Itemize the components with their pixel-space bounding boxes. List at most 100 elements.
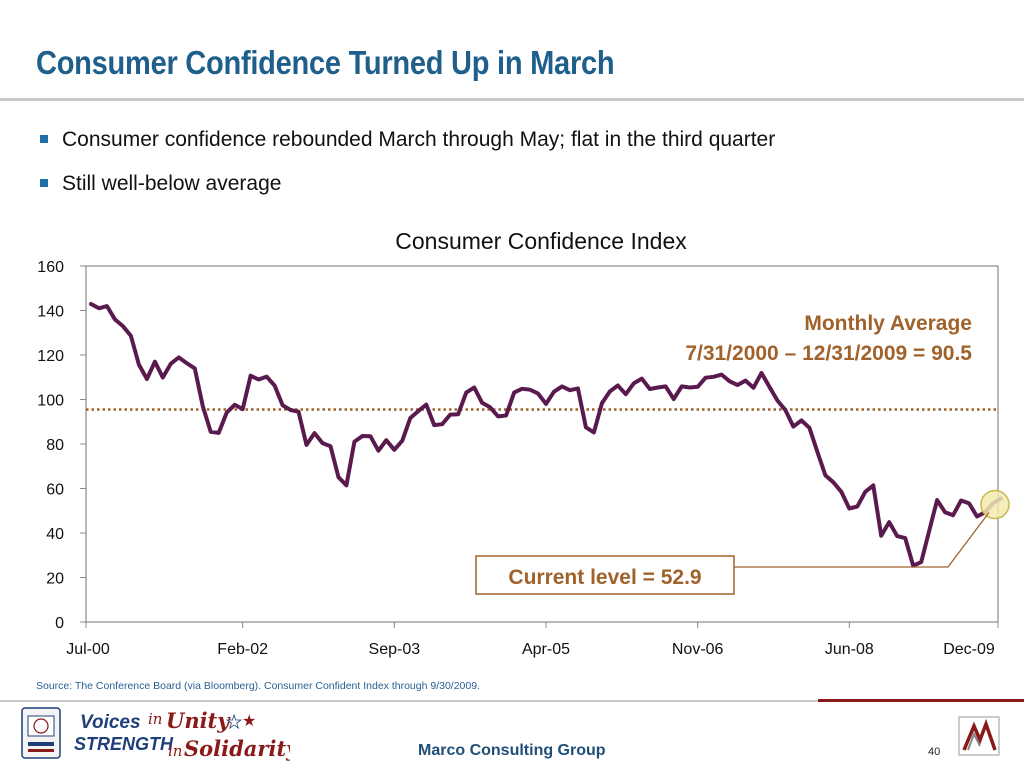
x-tick-label: Nov-06	[672, 641, 724, 658]
data-point	[520, 387, 524, 391]
data-point	[241, 407, 245, 411]
data-point	[768, 385, 771, 389]
data-point	[217, 431, 221, 435]
data-point	[337, 475, 340, 479]
data-point	[784, 408, 787, 412]
data-point	[951, 513, 955, 517]
data-point	[967, 501, 971, 505]
data-point	[752, 386, 755, 390]
series-points	[89, 302, 1003, 568]
data-point	[799, 418, 803, 422]
y-tick-label: 160	[37, 259, 64, 276]
data-point	[488, 405, 492, 409]
data-point	[153, 360, 157, 364]
data-point	[209, 430, 213, 434]
data-point	[648, 387, 652, 391]
data-point	[129, 334, 133, 338]
bullet-square-icon	[40, 179, 48, 187]
data-point	[504, 414, 508, 417]
data-point	[496, 414, 500, 418]
data-point	[440, 422, 444, 426]
y-tick-label: 40	[46, 526, 64, 543]
data-point	[329, 444, 332, 448]
x-tick-label: Jul-00	[66, 641, 110, 658]
data-point	[225, 411, 229, 415]
data-point	[89, 302, 93, 306]
bullet-square-icon	[40, 135, 48, 143]
data-point	[193, 366, 197, 370]
data-point	[712, 375, 716, 379]
current-level-callout-box	[475, 555, 735, 595]
footer-divider	[0, 700, 818, 702]
consumer-confidence-chart: Consumer Confidence Index 0 20 40 60 80 100 12…	[37, 228, 1010, 658]
data-point	[568, 388, 572, 392]
current-level-callout-text: Current level = 52.9	[508, 566, 701, 589]
data-point	[512, 391, 516, 395]
data-point	[137, 363, 141, 367]
data-point	[815, 450, 819, 454]
data-point	[201, 404, 205, 408]
data-point	[839, 490, 843, 494]
y-tick-label: 20	[46, 571, 64, 588]
data-point	[696, 385, 700, 389]
data-point	[344, 483, 348, 487]
callout-leader-line	[734, 512, 990, 568]
data-point	[608, 390, 612, 393]
data-point	[249, 374, 253, 378]
data-point	[688, 386, 692, 389]
data-point	[879, 534, 883, 538]
data-point	[281, 403, 285, 407]
bullet-text: Consumer confidence rebounded March thro…	[62, 128, 776, 151]
data-point	[776, 399, 779, 403]
bullet-item: Consumer confidence rebounded March thro…	[38, 118, 775, 162]
chart-title: Consumer Confidence Index	[395, 228, 687, 254]
data-point	[855, 505, 859, 508]
data-point	[600, 401, 604, 405]
data-point	[903, 536, 907, 540]
data-point	[704, 376, 708, 380]
data-point	[959, 499, 963, 502]
data-point	[145, 377, 149, 381]
data-point	[895, 534, 899, 538]
data-point	[97, 306, 101, 310]
star-icon: ★	[242, 711, 256, 730]
data-point	[760, 371, 763, 375]
data-point	[560, 384, 564, 388]
data-point	[408, 416, 412, 420]
data-point	[273, 384, 277, 387]
logo-voices: Voices	[80, 712, 141, 733]
logo-unity: Unity	[166, 708, 231, 733]
data-point	[919, 560, 923, 564]
y-tick-label: 0	[55, 615, 64, 632]
data-point	[624, 392, 628, 396]
data-point	[943, 510, 947, 514]
data-point	[177, 355, 181, 359]
data-point	[464, 391, 468, 395]
bullet-text: Still well-below average	[62, 172, 282, 195]
bullet-list: Consumer confidence rebounded March thro…	[38, 118, 775, 206]
data-point	[297, 410, 300, 414]
data-point	[632, 381, 636, 385]
data-point	[424, 403, 428, 407]
data-point	[121, 324, 125, 328]
average-annotation-line2: 7/31/2000 – 12/31/2009 = 90.5	[685, 342, 972, 365]
y-tick-label: 80	[46, 437, 64, 454]
data-point	[305, 443, 308, 447]
data-point	[456, 412, 460, 416]
x-tick-label: Feb-02	[217, 641, 268, 658]
x-tick-label: Sep-03	[369, 641, 421, 658]
data-point	[265, 375, 269, 379]
data-point	[257, 378, 261, 381]
union-logo: Voices in Unity ★ ★ STRENGTH in Solidari…	[21, 707, 290, 761]
data-point	[823, 473, 827, 477]
data-point	[368, 434, 372, 438]
marco-logo-icon	[958, 716, 1000, 756]
data-point	[360, 434, 364, 438]
data-point	[744, 379, 747, 383]
data-point	[927, 529, 931, 533]
data-point	[576, 386, 580, 390]
y-tick-label: 140	[37, 304, 64, 321]
y-tick-label: 60	[46, 482, 64, 499]
data-point	[552, 390, 556, 394]
data-point	[161, 376, 165, 379]
